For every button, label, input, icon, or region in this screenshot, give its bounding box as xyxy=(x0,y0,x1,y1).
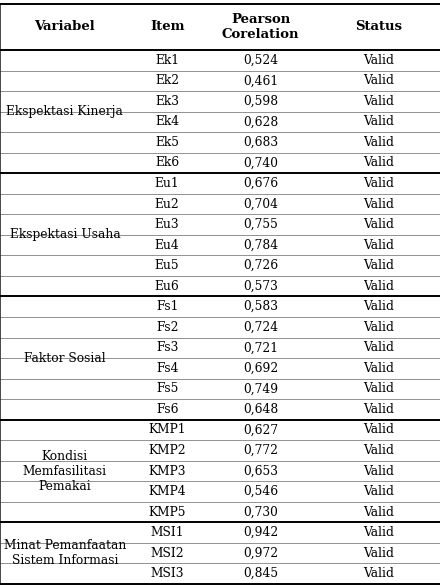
Text: 0,573: 0,573 xyxy=(243,280,278,293)
Text: 0,721: 0,721 xyxy=(243,341,278,355)
Text: 0,972: 0,972 xyxy=(243,547,278,560)
Text: Ekspektasi Usaha: Ekspektasi Usaha xyxy=(10,228,120,241)
Text: Eu1: Eu1 xyxy=(155,177,180,190)
Text: Valid: Valid xyxy=(363,177,394,190)
Text: 0,648: 0,648 xyxy=(243,403,279,416)
Text: Valid: Valid xyxy=(363,54,394,67)
Text: 0,755: 0,755 xyxy=(243,218,278,231)
Text: 0,704: 0,704 xyxy=(243,198,278,211)
Text: Fs2: Fs2 xyxy=(156,321,179,334)
Text: Fs3: Fs3 xyxy=(156,341,178,355)
Text: 0,726: 0,726 xyxy=(243,259,278,272)
Text: Valid: Valid xyxy=(363,156,394,169)
Text: Eu2: Eu2 xyxy=(155,198,180,211)
Text: Fs4: Fs4 xyxy=(156,362,179,375)
Text: Fs5: Fs5 xyxy=(156,382,178,395)
Text: Fs6: Fs6 xyxy=(156,403,179,416)
Text: 0,627: 0,627 xyxy=(243,423,278,436)
Text: 0,598: 0,598 xyxy=(243,95,278,108)
Text: Valid: Valid xyxy=(363,239,394,252)
Text: Valid: Valid xyxy=(363,382,394,395)
Text: 0,524: 0,524 xyxy=(243,54,278,67)
Text: Valid: Valid xyxy=(363,567,394,580)
Text: Eu3: Eu3 xyxy=(155,218,180,231)
Text: Valid: Valid xyxy=(363,341,394,355)
Text: KMP4: KMP4 xyxy=(148,485,186,498)
Text: 0,628: 0,628 xyxy=(243,115,279,128)
Text: Ek1: Ek1 xyxy=(155,54,179,67)
Text: KMP1: KMP1 xyxy=(148,423,186,436)
Text: Valid: Valid xyxy=(363,136,394,149)
Text: Eu4: Eu4 xyxy=(155,239,180,252)
Text: 0,749: 0,749 xyxy=(243,382,278,395)
Text: 0,692: 0,692 xyxy=(243,362,279,375)
Text: Pearson
Corelation: Pearson Corelation xyxy=(222,13,300,41)
Text: KMP2: KMP2 xyxy=(148,444,186,457)
Text: Ek5: Ek5 xyxy=(155,136,179,149)
Text: Valid: Valid xyxy=(363,444,394,457)
Text: Status: Status xyxy=(355,21,402,34)
Text: Eu5: Eu5 xyxy=(155,259,180,272)
Text: Valid: Valid xyxy=(363,280,394,293)
Text: 0,683: 0,683 xyxy=(243,136,278,149)
Text: Valid: Valid xyxy=(363,362,394,375)
Text: Valid: Valid xyxy=(363,300,394,313)
Text: Ek4: Ek4 xyxy=(155,115,179,128)
Text: Valid: Valid xyxy=(363,403,394,416)
Text: Valid: Valid xyxy=(363,506,394,519)
Text: Ekspektasi Kinerja: Ekspektasi Kinerja xyxy=(7,105,123,118)
Text: MSI3: MSI3 xyxy=(150,567,184,580)
Text: 0,546: 0,546 xyxy=(243,485,278,498)
Text: Valid: Valid xyxy=(363,259,394,272)
Text: Valid: Valid xyxy=(363,198,394,211)
Text: Valid: Valid xyxy=(363,95,394,108)
Text: 0,583: 0,583 xyxy=(243,300,278,313)
Text: 0,784: 0,784 xyxy=(243,239,278,252)
Text: 0,730: 0,730 xyxy=(243,506,278,519)
Text: Valid: Valid xyxy=(363,218,394,231)
Text: 0,772: 0,772 xyxy=(243,444,278,457)
Text: Eu6: Eu6 xyxy=(155,280,180,293)
Text: Ek3: Ek3 xyxy=(155,95,179,108)
Text: Valid: Valid xyxy=(363,74,394,87)
Text: Faktor Sosial: Faktor Sosial xyxy=(24,352,106,365)
Text: 0,845: 0,845 xyxy=(243,567,278,580)
Text: Valid: Valid xyxy=(363,485,394,498)
Text: Kondisi
Memfasilitasi
Pemakai: Kondisi Memfasilitasi Pemakai xyxy=(23,450,107,493)
Text: Ek2: Ek2 xyxy=(155,74,179,87)
Text: Variabel: Variabel xyxy=(34,21,95,34)
Text: 0,740: 0,740 xyxy=(243,156,278,169)
Text: Minat Pemanfaatan
Sistem Informasi: Minat Pemanfaatan Sistem Informasi xyxy=(4,539,126,567)
Text: Valid: Valid xyxy=(363,321,394,334)
Text: Valid: Valid xyxy=(363,115,394,128)
Text: 0,653: 0,653 xyxy=(243,465,278,477)
Text: KMP3: KMP3 xyxy=(148,465,186,477)
Text: 0,724: 0,724 xyxy=(243,321,278,334)
Text: Ek6: Ek6 xyxy=(155,156,179,169)
Text: Valid: Valid xyxy=(363,423,394,436)
Text: 0,942: 0,942 xyxy=(243,526,279,539)
Text: Fs1: Fs1 xyxy=(156,300,178,313)
Text: Valid: Valid xyxy=(363,465,394,477)
Text: MSI2: MSI2 xyxy=(150,547,184,560)
Text: 0,461: 0,461 xyxy=(243,74,278,87)
Text: Valid: Valid xyxy=(363,526,394,539)
Text: 0,676: 0,676 xyxy=(243,177,278,190)
Text: KMP5: KMP5 xyxy=(148,506,186,519)
Text: Item: Item xyxy=(150,21,184,34)
Text: Valid: Valid xyxy=(363,547,394,560)
Text: MSI1: MSI1 xyxy=(150,526,184,539)
